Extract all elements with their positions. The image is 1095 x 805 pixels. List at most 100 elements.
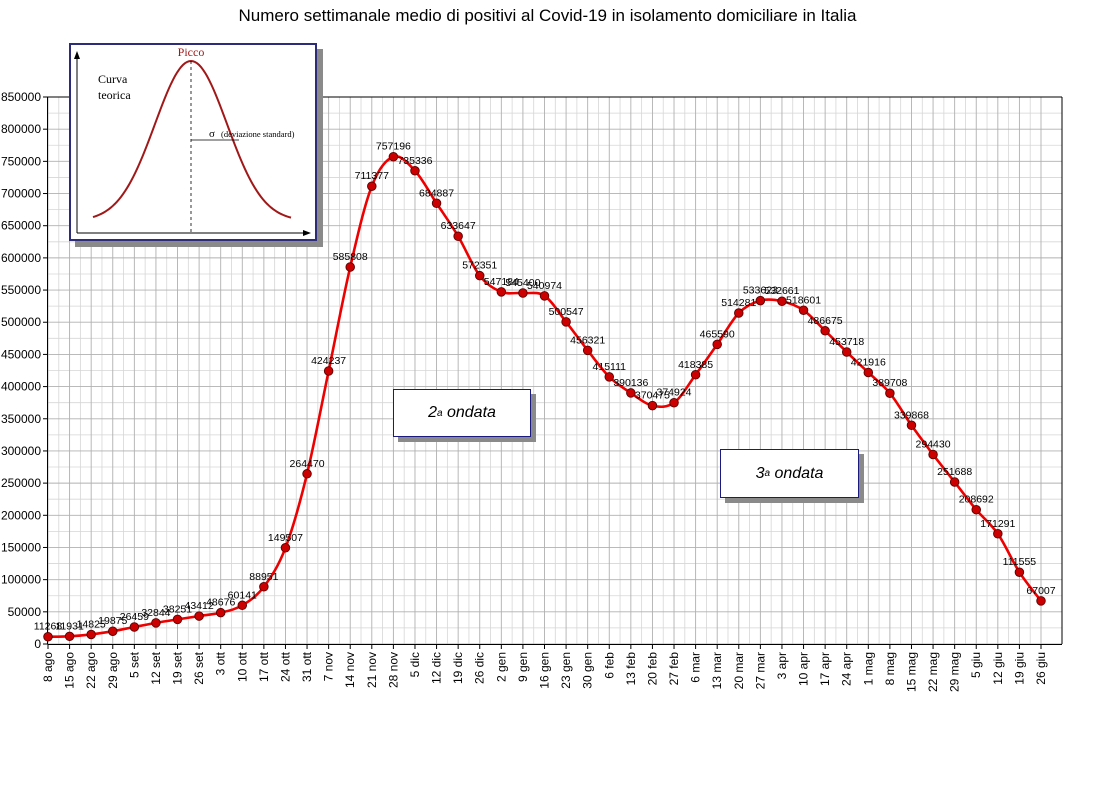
data-label: 32844 bbox=[141, 607, 170, 619]
data-label: 339868 bbox=[894, 409, 929, 421]
data-label: 389708 bbox=[872, 377, 907, 389]
data-label: 757196 bbox=[376, 141, 411, 153]
x-tick-label: 31 ott bbox=[300, 651, 314, 682]
x-tick-label: 28 nov bbox=[386, 652, 400, 688]
y-tick-label: 200000 bbox=[1, 508, 41, 522]
x-tick-label: 22 ago bbox=[84, 652, 98, 689]
data-label: 60141 bbox=[228, 589, 257, 601]
data-point bbox=[410, 166, 420, 176]
x-tick-label: 27 feb bbox=[667, 652, 681, 686]
y-tick-label: 0 bbox=[34, 637, 41, 651]
data-point bbox=[518, 288, 528, 298]
data-label: 735336 bbox=[397, 155, 432, 167]
data-point bbox=[172, 614, 183, 625]
data-point bbox=[367, 181, 377, 191]
data-label: 500547 bbox=[549, 306, 584, 318]
inset-sigma-label: (deviazione standard) bbox=[221, 129, 295, 139]
data-label: 264470 bbox=[290, 458, 325, 470]
y-axis: 0 50000 100000 150000 200000 250000 300000 3500… bbox=[1, 90, 48, 651]
data-point bbox=[474, 270, 485, 281]
y-tick-label: 600000 bbox=[1, 251, 41, 265]
x-axis: 8 ago 15 ago 22 ago 29 ago 5 set 12 set 19 set… bbox=[41, 644, 1048, 692]
x-tick-label: 3 apr bbox=[775, 652, 789, 679]
inset-y-arrow bbox=[74, 51, 80, 59]
x-tick-label: 24 ott bbox=[278, 651, 292, 682]
data-point bbox=[604, 372, 615, 382]
data-point bbox=[906, 420, 917, 431]
data-label: 11268 bbox=[34, 621, 63, 633]
data-point bbox=[237, 600, 248, 611]
y-tick-label: 500000 bbox=[1, 315, 41, 329]
data-point bbox=[561, 317, 571, 327]
data-point bbox=[1036, 596, 1046, 606]
x-tick-label: 29 ago bbox=[106, 652, 120, 689]
inset-curve-label-1: Curva bbox=[98, 72, 128, 86]
data-point bbox=[129, 622, 140, 632]
data-point bbox=[949, 477, 960, 487]
data-label: 533623 bbox=[743, 285, 778, 297]
data-label: 456321 bbox=[570, 334, 605, 346]
x-tick-label: 6 feb bbox=[602, 652, 616, 679]
data-point bbox=[43, 631, 53, 642]
x-tick-label: 19 set bbox=[171, 651, 185, 684]
data-label: 171291 bbox=[980, 518, 1015, 530]
data-point bbox=[712, 339, 722, 350]
x-tick-label: 26 giu bbox=[1034, 652, 1048, 685]
x-tick-label: 29 mag bbox=[948, 652, 962, 692]
wave2-text: ondata bbox=[442, 404, 496, 421]
data-label: 585808 bbox=[333, 251, 368, 263]
y-tick-label: 850000 bbox=[1, 90, 41, 104]
data-point bbox=[777, 296, 787, 306]
x-tick-label: 12 dic bbox=[430, 652, 444, 684]
data-point bbox=[755, 295, 766, 306]
data-point bbox=[345, 262, 355, 272]
data-label: 48676 bbox=[206, 597, 235, 609]
data-point bbox=[798, 305, 809, 316]
inset-sigma-symbol: σ bbox=[209, 128, 215, 140]
x-tick-label: 27 mar bbox=[753, 652, 767, 689]
data-label: 14825 bbox=[77, 618, 106, 630]
data-point bbox=[108, 626, 118, 636]
x-tick-label: 9 gen bbox=[516, 652, 530, 682]
x-tick-label: 17 ott bbox=[257, 651, 271, 682]
y-tick-label: 450000 bbox=[1, 347, 41, 361]
data-point bbox=[885, 388, 895, 398]
data-label: 572351 bbox=[462, 260, 497, 272]
y-tick-label: 150000 bbox=[1, 540, 41, 554]
data-label: 374924 bbox=[656, 387, 691, 399]
data-point bbox=[582, 345, 593, 356]
data-label: 38251 bbox=[163, 603, 192, 615]
data-point bbox=[302, 469, 312, 479]
x-tick-label: 13 mar bbox=[710, 652, 724, 689]
x-tick-label: 19 dic bbox=[451, 652, 465, 684]
data-point bbox=[928, 449, 938, 460]
x-tick-label: 16 gen bbox=[538, 652, 552, 689]
data-label: 26459 bbox=[120, 611, 149, 623]
wave2-number: 2 bbox=[428, 404, 437, 421]
data-points bbox=[43, 151, 1046, 642]
data-point bbox=[539, 291, 550, 301]
y-tick-label: 250000 bbox=[1, 476, 41, 490]
x-tick-label: 8 ago bbox=[41, 652, 55, 682]
x-tick-label: 14 nov bbox=[343, 652, 357, 688]
y-tick-label: 50000 bbox=[8, 605, 42, 619]
wave3-text: ondata bbox=[770, 464, 824, 482]
data-label: 514281 bbox=[721, 297, 756, 309]
data-point bbox=[496, 287, 507, 297]
x-tick-label: 5 dic bbox=[408, 652, 422, 677]
x-tick-label: 6 mar bbox=[689, 652, 703, 683]
x-tick-label: 23 gen bbox=[559, 652, 573, 689]
data-point bbox=[388, 151, 399, 162]
inset-bell-curve bbox=[92, 59, 292, 219]
data-label: 684887 bbox=[419, 187, 454, 199]
data-label: 43412 bbox=[185, 600, 214, 612]
data-label: 251688 bbox=[937, 466, 972, 478]
x-tick-label: 7 nov bbox=[322, 652, 336, 681]
x-tick-label: 20 feb bbox=[645, 652, 659, 686]
data-label: 149507 bbox=[268, 532, 303, 544]
inset-x-arrow bbox=[303, 230, 311, 236]
y-tick-label: 700000 bbox=[1, 187, 41, 201]
y-tick-label: 800000 bbox=[1, 122, 41, 136]
